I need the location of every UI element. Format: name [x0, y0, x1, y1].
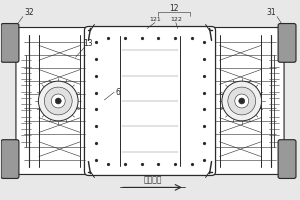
Circle shape	[235, 94, 249, 108]
FancyBboxPatch shape	[1, 24, 19, 62]
FancyBboxPatch shape	[85, 27, 215, 175]
FancyBboxPatch shape	[278, 24, 296, 62]
FancyBboxPatch shape	[16, 28, 93, 174]
Circle shape	[222, 81, 262, 121]
Circle shape	[55, 98, 61, 104]
Text: 12: 12	[169, 4, 178, 13]
Text: 122: 122	[170, 17, 182, 22]
Text: 31: 31	[266, 8, 276, 17]
Circle shape	[228, 87, 256, 115]
Circle shape	[44, 87, 72, 115]
FancyBboxPatch shape	[1, 140, 19, 178]
Text: 121: 121	[149, 17, 161, 22]
Text: 6: 6	[116, 88, 121, 97]
Text: 32: 32	[24, 8, 34, 17]
Circle shape	[239, 98, 245, 104]
Circle shape	[51, 94, 65, 108]
Text: 13: 13	[84, 39, 93, 48]
FancyBboxPatch shape	[207, 28, 284, 174]
Text: 车头方向: 车头方向	[143, 175, 162, 184]
Circle shape	[38, 81, 78, 121]
FancyBboxPatch shape	[278, 140, 296, 178]
